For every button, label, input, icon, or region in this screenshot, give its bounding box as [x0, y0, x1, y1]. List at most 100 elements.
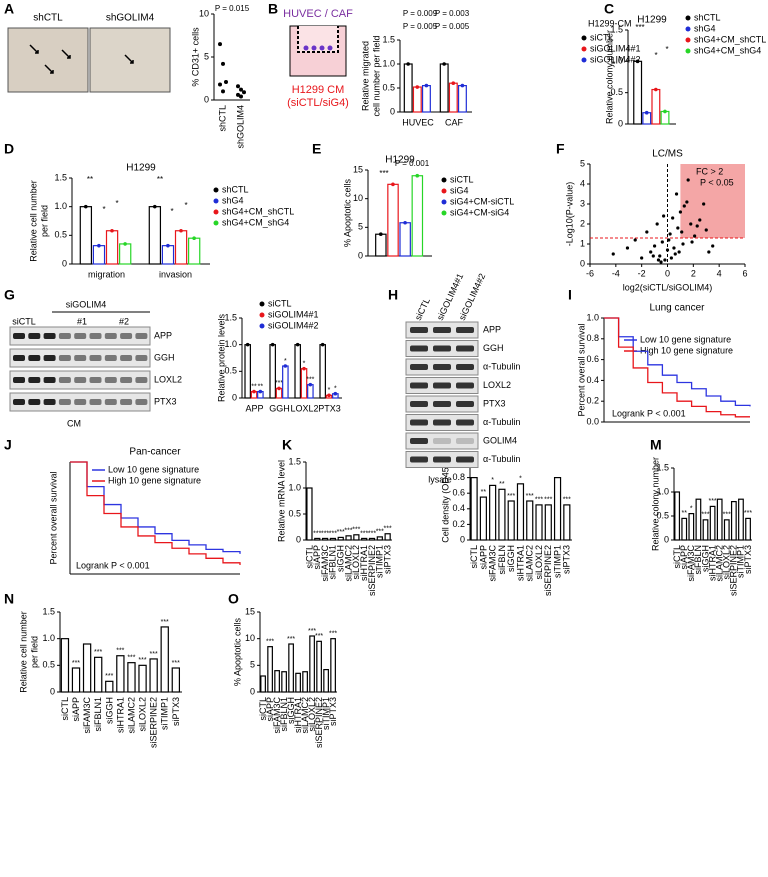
bar [709, 505, 716, 541]
y-tick-label: 0.5 [610, 87, 623, 97]
data-point [644, 110, 649, 115]
bar [94, 656, 103, 693]
x-tick-label: siSERPINE2 [543, 545, 553, 596]
significance: *** [287, 636, 295, 643]
legend-label: siGOLIM4#1 [268, 309, 319, 319]
bar [82, 643, 92, 693]
bar [321, 537, 329, 541]
legend-label: siG4+CM-siCTL [450, 196, 514, 206]
bar [553, 477, 562, 541]
bar [174, 230, 188, 265]
bar [439, 63, 449, 113]
y-tick-label: 1.5 [382, 34, 395, 44]
data-point [690, 240, 694, 244]
blot-band [433, 419, 451, 426]
data-point [192, 236, 196, 240]
blot-band [135, 333, 148, 339]
y-axis-label: Relative migrated [360, 41, 370, 111]
x-tick-label: siLOXL2 [307, 697, 317, 732]
y-axis-label: Percent overall survival [48, 471, 58, 564]
blot-band [43, 377, 56, 383]
x-tick-label: siLAMC2 [525, 545, 535, 582]
data-point [668, 232, 672, 236]
bar [535, 504, 543, 541]
significance: *** [376, 529, 384, 536]
legend-label: shG4+CM_shG4 [694, 45, 761, 55]
y-tick-label: 0 [358, 250, 363, 260]
data-point [693, 234, 697, 238]
data-point [655, 222, 659, 226]
bar [376, 536, 383, 541]
x-tick-label: siTIMP1 [552, 545, 562, 578]
blot-band [456, 438, 474, 444]
data-point [640, 256, 644, 260]
cell [311, 45, 317, 51]
blot-band [456, 364, 474, 370]
significance: *** [384, 526, 392, 533]
data-point [695, 224, 699, 228]
y-tick-label: 10 [245, 633, 255, 643]
survival-curve [604, 317, 750, 418]
significance: *** [172, 660, 180, 667]
cell [327, 45, 333, 51]
significance: *** [313, 530, 321, 537]
significance: *** [337, 529, 345, 536]
y-tick-label: 1.5 [54, 172, 67, 182]
significance: * [328, 387, 331, 394]
data-point [711, 244, 715, 248]
legend-marker [685, 48, 691, 54]
data-point [659, 260, 663, 264]
blot-band [89, 355, 102, 361]
y-axis-label: Relative colony number [604, 30, 614, 124]
blot-row-label: PTX3 [154, 396, 177, 406]
data-point [236, 84, 240, 89]
data-point [633, 238, 637, 242]
legend-marker [685, 37, 691, 43]
x-tick-label: PTX3 [318, 403, 341, 413]
x-tick-label: invasion [159, 269, 192, 279]
significance: P = 0.001 [395, 159, 430, 168]
y-tick-label: 0.0 [586, 416, 599, 426]
bar [633, 60, 643, 125]
legend-marker [685, 15, 691, 21]
significance: *** [344, 528, 352, 535]
x-tick-label: siLOXL2 [722, 545, 732, 580]
panel-letter: N [4, 591, 14, 607]
x-tick-label: siTIMP1 [160, 697, 170, 730]
blot-band [13, 377, 25, 383]
legend-marker [685, 26, 691, 32]
bar [116, 655, 125, 693]
bar [526, 500, 534, 541]
significance: *** [535, 497, 543, 504]
data-point [295, 342, 300, 347]
annotation: FC > 2 [696, 166, 723, 176]
legend-marker [259, 323, 265, 329]
x-tick-label: siGGH [700, 545, 710, 572]
y-tick-label: 1.5 [288, 456, 301, 466]
data-point [110, 228, 114, 233]
y-tick-label: 0.2 [586, 396, 599, 406]
data-point [667, 238, 671, 242]
y-tick-label: 0.6 [586, 354, 599, 364]
significance: *** [329, 530, 337, 537]
panel-letter: E [312, 141, 321, 157]
blot-band [410, 401, 428, 407]
x-tick-label: siLAMC2 [714, 545, 724, 582]
blot-band [410, 364, 428, 370]
blot-band [28, 399, 41, 405]
y-tick-label: 0 [204, 94, 209, 104]
bar [267, 646, 273, 693]
blot-band [456, 419, 474, 426]
x-tick-label: siCTL [60, 697, 70, 721]
y-tick-label: 1.0 [586, 312, 599, 322]
blot-row-label: α-Tubulin [483, 361, 520, 371]
y-tick-label: 1.0 [288, 482, 301, 492]
data-point [681, 242, 685, 246]
x-tick-label: siHTRA1 [359, 545, 369, 581]
x-tick-label: siPTX3 [171, 697, 181, 726]
x-tick-label: siSERPINE2 [314, 697, 324, 748]
legend-marker [213, 187, 219, 193]
significance: *** [635, 23, 644, 32]
bar [563, 504, 571, 541]
insert [297, 26, 339, 53]
